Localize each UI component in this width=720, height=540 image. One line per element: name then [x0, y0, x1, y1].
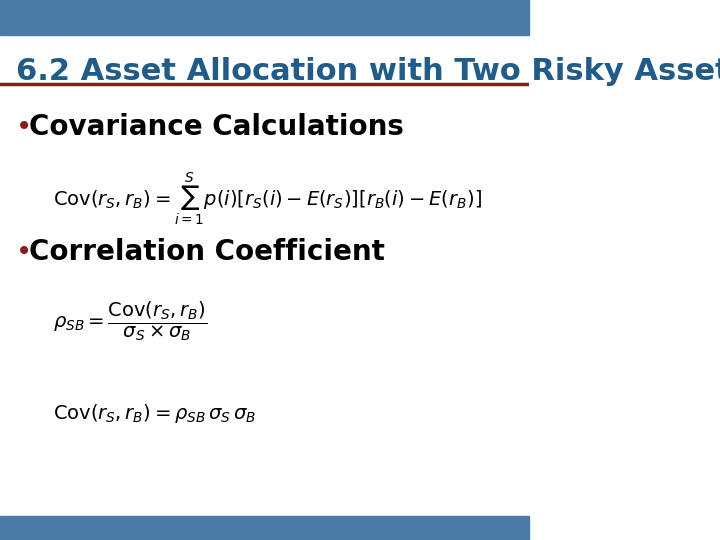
- Text: $\mathrm{Cov}(r_S, r_B) = \rho_{SB}\,\sigma_S\,\sigma_B$: $\mathrm{Cov}(r_S, r_B) = \rho_{SB}\,\si…: [53, 402, 256, 426]
- Text: $\rho_{SB} = \dfrac{\mathrm{Cov}(r_S, r_B)}{\sigma_S \times \sigma_B}$: $\rho_{SB} = \dfrac{\mathrm{Cov}(r_S, r_…: [53, 300, 207, 343]
- Text: •: •: [16, 113, 32, 141]
- Text: $\mathrm{Cov}(r_S, r_B) = \sum_{i=1}^{S} p(i)[r_S(i) - E(r_S)][r_B(i) - E(r_B)]$: $\mathrm{Cov}(r_S, r_B) = \sum_{i=1}^{S}…: [53, 170, 482, 227]
- Text: Covariance Calculations: Covariance Calculations: [29, 113, 404, 141]
- Text: Correlation Coefficient: Correlation Coefficient: [29, 238, 385, 266]
- Text: •: •: [16, 238, 32, 266]
- Text: 6-6: 6-6: [493, 522, 513, 535]
- Text: 6.2 Asset Allocation with Two Risky Assets: 6.2 Asset Allocation with Two Risky Asse…: [16, 57, 720, 86]
